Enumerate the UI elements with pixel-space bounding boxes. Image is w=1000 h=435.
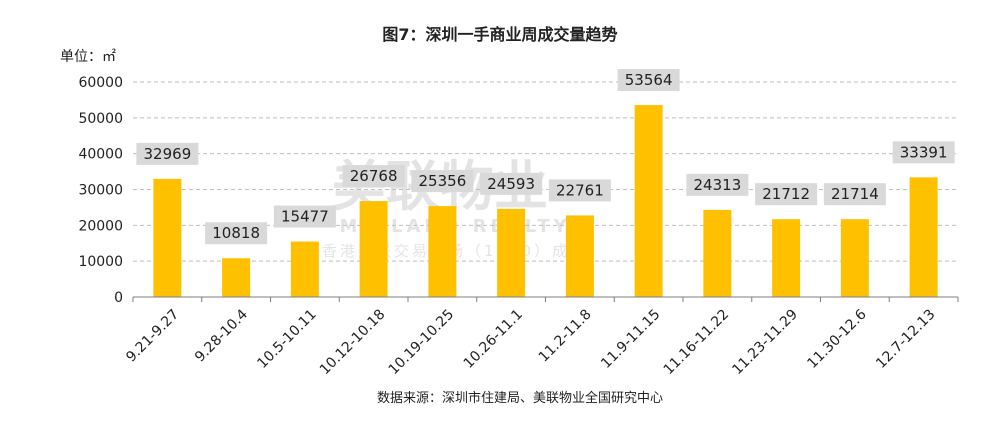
bar (290, 241, 319, 297)
unit-label: 单位：㎡ (60, 49, 116, 65)
bar (428, 206, 457, 297)
data-label-box (342, 165, 405, 188)
bar (840, 219, 869, 297)
data-label: 26768 (350, 167, 398, 185)
y-tick-label: 10000 (78, 254, 123, 270)
data-label: 32969 (144, 145, 192, 163)
data-label: 10818 (212, 224, 260, 242)
bar (497, 208, 526, 297)
data-label-box (205, 222, 268, 245)
x-tick-label: 10.12-10.18 (317, 307, 389, 379)
bar (772, 219, 801, 297)
data-label: 22761 (556, 181, 604, 199)
y-tick-label: 30000 (78, 183, 123, 199)
x-tick-label: 10.26-11.1 (461, 307, 526, 372)
data-label-box (273, 205, 336, 228)
x-tick-label: 11.16-11.22 (661, 307, 733, 379)
y-tick-label: 50000 (78, 111, 123, 127)
bar (359, 201, 388, 297)
data-label-box (617, 69, 680, 92)
data-label: 24313 (694, 176, 742, 194)
data-label: 53564 (625, 71, 673, 89)
x-tick-label: 11.9-11.15 (598, 307, 663, 372)
bar (153, 178, 182, 297)
y-tick-label: 60000 (78, 75, 123, 91)
data-label: 25356 (419, 172, 467, 190)
data-label-box (823, 183, 886, 206)
bar (222, 258, 251, 297)
data-label-box (480, 172, 543, 195)
data-label-box (892, 141, 955, 164)
y-tick-label: 20000 (78, 218, 123, 234)
bars (153, 105, 938, 297)
y-tick-label: 0 (114, 290, 123, 306)
y-tick-label: 40000 (78, 147, 123, 163)
bar (634, 105, 663, 297)
x-tick-label: 10.19-10.25 (386, 307, 458, 379)
data-label-box (686, 173, 749, 196)
data-label-box (755, 183, 818, 206)
source-note: 数据来源：深圳市住建局、美联物业全国研究中心 (377, 390, 663, 406)
data-label: 21714 (831, 185, 879, 203)
chart-title: 图7：深圳一手商业周成交量趋势 (382, 25, 617, 44)
x-tick-label: 10.5-10.11 (254, 307, 319, 372)
x-axis: 9.21-9.27 9.28-10.4 10.5-10.1110.12-10.181… (123, 296, 959, 379)
gridlines (133, 81, 958, 262)
bar (909, 177, 938, 297)
y-axis: 0 10000 20000 30000 40000 50000 60000 (78, 75, 123, 306)
bar (565, 215, 594, 297)
data-label: 24593 (487, 175, 535, 193)
x-tick-label: 9.21-9.27 (123, 307, 182, 366)
data-label-box (548, 179, 611, 202)
x-tick-label: 11.23-11.29 (729, 307, 801, 379)
data-label: 15477 (281, 208, 329, 226)
data-label-box (411, 170, 474, 193)
data-label: 33391 (900, 143, 948, 161)
data-label-box (136, 142, 199, 165)
data-label: 21712 (762, 185, 810, 203)
x-tick-label: 12.7-12.13 (873, 307, 938, 372)
data-labels: 32969 10818 15477 26768 25356 24593 22761 53564… (136, 69, 955, 245)
bar (703, 209, 732, 297)
x-tick-label: 11.2-11.8 (536, 307, 595, 366)
x-tick-label: 11.30-12.6 (804, 306, 869, 371)
x-tick-label: 9.28-10.4 (192, 306, 251, 365)
